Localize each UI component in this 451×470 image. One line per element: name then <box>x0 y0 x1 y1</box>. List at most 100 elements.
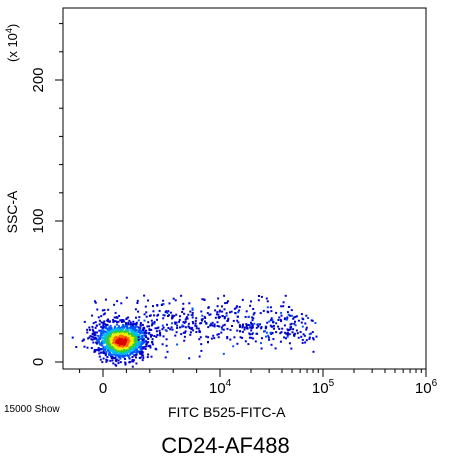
event-dot <box>102 313 105 316</box>
event-dot <box>110 340 113 343</box>
event-dot <box>130 333 133 335</box>
event-dot <box>314 322 317 324</box>
event-dot <box>107 308 110 311</box>
event-dot <box>299 331 302 333</box>
event-dot <box>91 314 94 317</box>
event-dot <box>116 300 119 303</box>
event-dot <box>119 357 122 360</box>
event-dot <box>83 320 86 323</box>
event-dot <box>191 321 194 323</box>
event-dot <box>102 350 105 353</box>
event-dot <box>279 340 282 343</box>
event-dot <box>94 331 97 334</box>
event-dot <box>114 344 117 347</box>
event-dot <box>127 316 130 319</box>
event-dot <box>114 343 117 346</box>
event-dot <box>144 348 147 350</box>
event-dot <box>221 310 224 313</box>
event-dot <box>157 313 160 316</box>
event-dot <box>148 328 151 331</box>
event-dot <box>108 320 111 323</box>
event-dot <box>165 344 168 347</box>
event-dot <box>127 328 129 330</box>
event-dot <box>260 347 263 350</box>
event-dot <box>98 352 101 355</box>
event-dot <box>129 353 131 356</box>
event-dot <box>288 342 291 345</box>
event-dot <box>93 337 96 339</box>
event-dot <box>224 302 227 305</box>
event-dot <box>101 361 104 364</box>
event-dot <box>287 305 290 308</box>
event-dot <box>105 360 108 363</box>
event-dot <box>184 330 187 333</box>
event-dot <box>174 334 177 337</box>
event-dot <box>173 314 176 317</box>
event-dot <box>208 313 211 316</box>
event-dot <box>243 328 246 331</box>
event-dot <box>222 328 225 331</box>
event-dot <box>285 318 288 321</box>
event-dot <box>151 338 154 341</box>
event-dot <box>88 326 91 329</box>
event-dot <box>216 333 219 336</box>
event-dot <box>134 339 137 341</box>
event-dot <box>101 336 104 339</box>
event-dot <box>181 324 184 327</box>
event-dot <box>112 357 115 359</box>
event-dot <box>225 314 228 317</box>
event-dot <box>250 300 252 303</box>
event-dot <box>162 335 165 338</box>
event-dot <box>86 331 89 334</box>
event-dot <box>109 359 112 362</box>
event-dot <box>153 314 156 317</box>
event-dot <box>160 304 163 306</box>
event-dot <box>119 319 122 322</box>
event-dot <box>142 347 145 349</box>
event-dot <box>251 319 254 322</box>
event-dot <box>235 306 238 309</box>
event-dot <box>122 327 125 330</box>
event-dot <box>150 319 153 322</box>
event-dot <box>188 302 191 305</box>
event-dot <box>109 329 112 332</box>
event-dot <box>101 327 104 330</box>
event-dot <box>253 322 256 325</box>
event-dot <box>282 301 285 304</box>
event-dot <box>113 352 116 354</box>
event-dot <box>245 324 248 327</box>
event-dot <box>118 342 121 345</box>
event-dot <box>137 326 140 329</box>
event-dot <box>183 312 186 315</box>
event-dot <box>290 322 293 325</box>
event-dot <box>257 325 260 328</box>
event-dot <box>241 325 244 328</box>
event-dot <box>120 353 123 356</box>
event-dot <box>189 333 192 336</box>
event-dot <box>283 336 286 339</box>
event-dot <box>114 355 117 358</box>
event-dot <box>127 340 130 343</box>
event-dot <box>111 349 114 352</box>
event-dot <box>270 343 273 346</box>
event-dot <box>125 337 128 339</box>
event-dot <box>302 318 305 321</box>
event-dot <box>288 333 291 336</box>
event-dot <box>125 344 128 347</box>
event-dot <box>103 309 106 312</box>
event-dot <box>124 330 127 333</box>
event-dot <box>171 322 173 325</box>
event-dot <box>254 340 257 343</box>
event-dot <box>285 337 287 340</box>
event-dot <box>86 328 89 331</box>
event-dot <box>114 363 117 366</box>
event-dot <box>98 329 101 332</box>
event-dot <box>183 321 186 324</box>
event-dot <box>138 341 141 344</box>
event-dot <box>151 343 154 346</box>
event-dot <box>312 337 315 340</box>
event-dot <box>131 334 134 337</box>
event-dot <box>128 332 131 335</box>
event-dot <box>102 346 105 349</box>
event-dot <box>154 327 157 330</box>
